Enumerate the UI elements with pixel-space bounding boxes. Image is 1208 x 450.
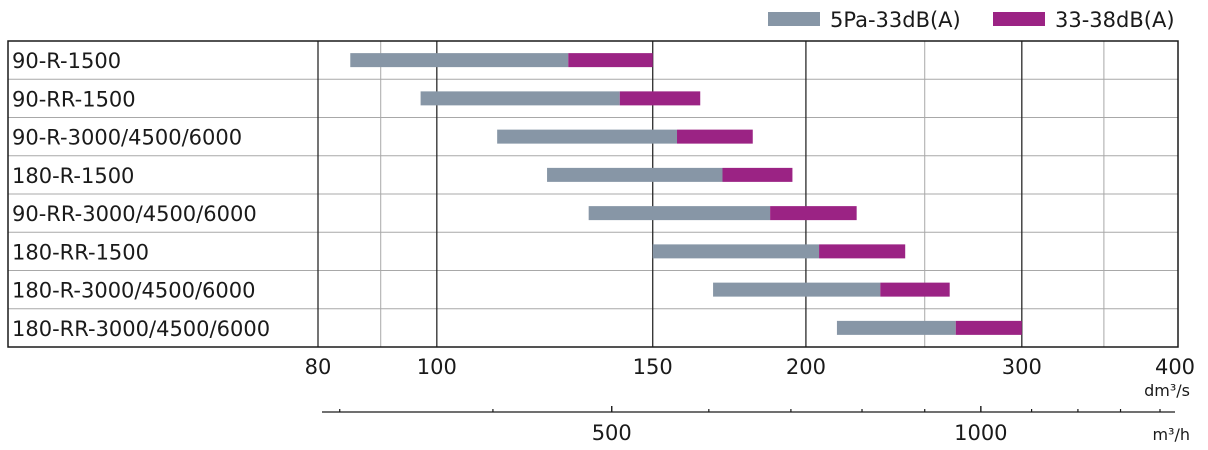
plot-frame: [7, 40, 1179, 348]
x2-axis-unit-label: m³/h: [1152, 425, 1190, 444]
x2-tick-label: 1000: [954, 421, 1007, 445]
category-label: 90-RR-1500: [12, 87, 136, 111]
x-tick-label: 150: [633, 355, 673, 379]
category-label: 90-RR-3000/4500/6000: [12, 202, 257, 226]
category-label: 180-RR-1500: [12, 240, 149, 264]
category-label: 180-RR-3000/4500/6000: [12, 317, 270, 341]
category-label: 180-R-1500: [12, 164, 134, 188]
plot-area: 90-R-1500 90-RR-1500 90-R-3000/4500/6000 18…: [7, 40, 1195, 445]
x-tick-label: 200: [786, 355, 826, 379]
bar-5pa-33db: [420, 91, 620, 106]
bar-33-38db: [568, 53, 653, 68]
category-label: 180-R-3000/4500/6000: [12, 279, 255, 303]
legend-swatch-series-1: [768, 12, 820, 26]
x-tick-label: 80: [305, 355, 332, 379]
bar-5pa-33db: [652, 244, 820, 259]
bar-33-38db: [955, 320, 1022, 335]
bar-5pa-33db: [350, 53, 569, 68]
category-label: 90-R-1500: [12, 49, 121, 73]
bar-5pa-33db: [713, 282, 881, 297]
bar-33-38db: [722, 167, 793, 182]
bar-33-38db: [677, 129, 753, 144]
bar-5pa-33db: [836, 320, 956, 335]
bar-33-38db: [619, 91, 701, 106]
x-tick-label: 100: [417, 355, 457, 379]
x-tick-label: 300: [1002, 355, 1042, 379]
bar-33-38db: [880, 282, 950, 297]
legend: 5Pa-33dB(A) 33-38dB(A): [768, 8, 1175, 32]
bar-33-38db: [770, 206, 857, 221]
x2-tick-label: 500: [592, 421, 632, 445]
legend-swatch-series-2: [993, 12, 1045, 26]
bar-5pa-33db: [497, 129, 678, 144]
category-label: 90-R-3000/4500/6000: [12, 126, 242, 150]
x-tick-label: 400: [1155, 355, 1195, 379]
bar-5pa-33db: [588, 206, 771, 221]
bar-5pa-33db: [547, 167, 723, 182]
bar-33-38db: [819, 244, 906, 259]
legend-label-series-2: 33-38dB(A): [1055, 8, 1175, 32]
legend-label-series-1: 5Pa-33dB(A): [830, 8, 961, 32]
x-axis-unit-label: dm³/s: [1144, 381, 1190, 400]
